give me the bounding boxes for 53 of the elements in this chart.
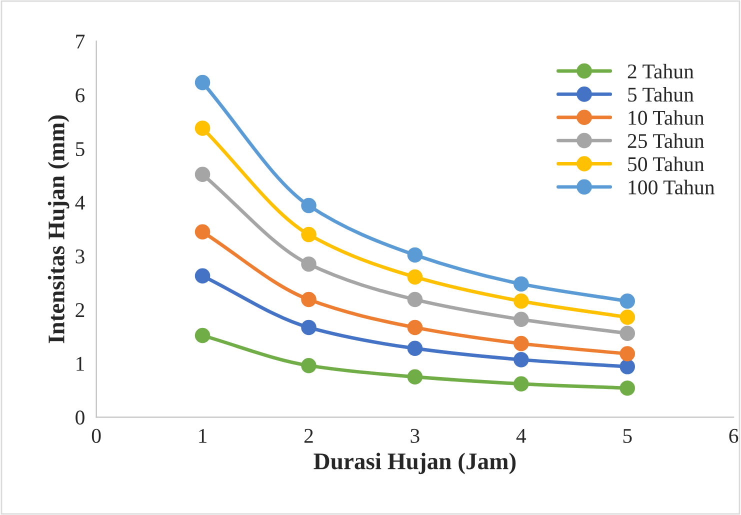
point [194,328,210,344]
point [514,312,529,328]
y-tick-label: 0 [76,410,84,425]
point [301,226,316,242]
y-tick-label: 5 [76,142,84,156]
point [301,358,316,374]
point [194,166,210,182]
legend-label: 2 Tahun [628,64,694,78]
x-tick-label: 1 [199,428,206,443]
point [620,294,636,309]
point [620,346,636,362]
point [620,310,636,325]
point [407,340,423,356]
point [514,376,529,392]
point [194,268,210,284]
x-tick-label: 0 [92,428,101,443]
point [620,380,636,396]
y-tick-label: 3 [76,249,84,264]
x-tick-label: 5 [623,429,632,443]
x-tick-label: 3 [410,428,420,443]
legend-label: 100 Tahun [628,180,715,194]
point [514,276,529,292]
point [407,247,423,263]
y-tick-label: 2 [76,303,84,317]
legend-label: 25 Tahun [628,133,704,148]
legend-label: 10 Tahun [628,110,704,125]
x-axis-title: Durasi Hujan (Jam) [314,452,516,474]
point [514,336,529,352]
point [301,292,316,308]
point [301,198,316,214]
point [620,326,636,342]
point [514,294,529,309]
point [301,256,316,272]
y-axis-title: Intensitas Hujan (mm) [48,115,70,344]
point [407,320,423,336]
legend-label: 5 Tahun [628,87,694,102]
point [194,224,210,240]
x-tick-label: 4 [516,429,526,443]
point [301,320,316,336]
y-tick-label: 4 [75,196,85,210]
x-tick-label: 2 [304,428,313,443]
y-tick-label: 1 [76,356,84,371]
point [514,352,529,368]
y-tick-label: 7 [76,34,85,48]
y-tick-label: 6 [76,88,85,102]
point [407,269,423,285]
point [407,292,423,308]
point [620,359,636,374]
point [407,369,423,385]
point [194,120,210,136]
point [194,74,210,90]
legend-label: 50 Tahun [628,156,704,172]
x-tick-label: 6 [729,428,738,443]
